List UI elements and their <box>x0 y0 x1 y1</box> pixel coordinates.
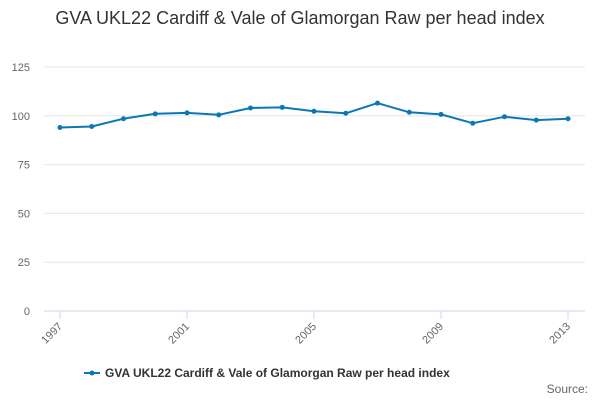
x-tick-label: 2001 <box>166 321 192 347</box>
data-point[interactable] <box>470 120 476 126</box>
data-point[interactable] <box>184 110 190 116</box>
data-point[interactable] <box>279 104 285 110</box>
y-tick-label: 75 <box>18 160 30 172</box>
data-point[interactable] <box>216 112 222 118</box>
x-tick-label: 2009 <box>420 321 446 347</box>
data-point[interactable] <box>533 117 539 123</box>
data-point[interactable] <box>406 109 412 115</box>
y-tick-label: 100 <box>12 111 30 123</box>
data-point[interactable] <box>343 110 349 116</box>
source-credit[interactable]: Source: <box>546 382 588 396</box>
x-axis: 1997 2001 2005 2009 2013 <box>39 310 585 347</box>
data-point[interactable] <box>152 111 158 117</box>
data-point[interactable] <box>57 125 63 131</box>
data-point[interactable] <box>248 105 253 111</box>
data-point[interactable] <box>438 111 444 117</box>
y-axis: 0 25 50 75 100 125 <box>12 62 30 318</box>
y-tick-label: 25 <box>18 257 30 269</box>
data-point[interactable] <box>121 116 126 122</box>
series-layer <box>57 100 571 131</box>
y-tick-label: 125 <box>12 62 30 74</box>
chart-title: GVA UKL22 Cardiff & Vale of Glamorgan Ra… <box>55 8 545 28</box>
x-tick-label: 2013 <box>547 321 573 347</box>
x-tick-label: 1997 <box>39 321 65 347</box>
data-point[interactable] <box>311 108 317 114</box>
grid-layer <box>44 66 585 263</box>
legend-marker-symbol[interactable] <box>89 370 95 376</box>
x-tick-label: 2005 <box>293 321 319 347</box>
y-tick-label: 50 <box>18 208 30 220</box>
data-point[interactable] <box>89 124 95 130</box>
legend[interactable]: GVA UKL22 Cardiff & Vale of Glamorgan Ra… <box>84 366 450 380</box>
data-point[interactable] <box>502 114 507 120</box>
y-tick-label: 0 <box>24 306 30 318</box>
data-point[interactable] <box>375 100 380 106</box>
legend-label[interactable]: GVA UKL22 Cardiff & Vale of Glamorgan Ra… <box>105 366 450 380</box>
data-point[interactable] <box>565 116 571 122</box>
